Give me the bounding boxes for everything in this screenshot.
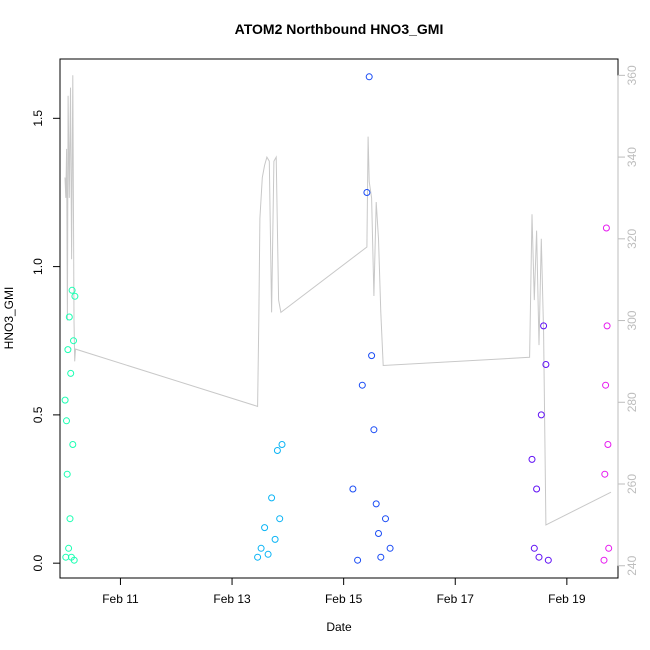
y2-tick-label: 300 bbox=[625, 310, 639, 330]
data-point-s2 bbox=[365, 73, 373, 81]
data-point-s0 bbox=[70, 556, 78, 564]
data-point-s0 bbox=[66, 515, 74, 523]
data-point-s0 bbox=[69, 441, 77, 448]
data-point-s3 bbox=[530, 544, 538, 552]
data-point-s3 bbox=[542, 361, 550, 368]
secondary-line bbox=[64, 75, 612, 526]
data-point-s1 bbox=[268, 494, 276, 502]
data-point-s4 bbox=[605, 544, 613, 552]
y2-tick-label: 340 bbox=[625, 147, 639, 167]
data-point-s2 bbox=[386, 544, 394, 552]
y-tick-label: 0.0 bbox=[31, 555, 45, 572]
data-point-s4 bbox=[602, 381, 610, 389]
x-tick-label: Feb 11 bbox=[102, 592, 139, 606]
y-axis-left: 0.0 0.5 1.0 1.5 bbox=[31, 110, 61, 572]
data-point-s4 bbox=[600, 556, 608, 564]
y-tick-label: 0.5 bbox=[31, 406, 45, 423]
data-point-s1 bbox=[276, 515, 284, 523]
data-point-s0 bbox=[61, 396, 69, 404]
y-axis-right: 240 260 280 300 320 340 360 bbox=[617, 65, 639, 576]
data-point-s1 bbox=[257, 544, 265, 552]
points-layer bbox=[61, 73, 613, 564]
chart-title: ATOM2 Northbound HNO3_GMI bbox=[235, 21, 444, 37]
secondary-series-layer bbox=[64, 75, 612, 526]
data-point-s2 bbox=[354, 556, 362, 564]
data-point-s1 bbox=[264, 550, 272, 558]
plot-frame bbox=[59, 58, 619, 579]
data-point-s3 bbox=[535, 553, 543, 561]
data-point-s0 bbox=[65, 544, 73, 552]
x-tick-label: Feb 13 bbox=[213, 592, 251, 606]
data-point-s2 bbox=[375, 530, 382, 537]
data-point-s1 bbox=[278, 441, 286, 448]
data-point-s3 bbox=[537, 411, 545, 419]
data-point-s4 bbox=[602, 224, 610, 232]
data-point-s2 bbox=[372, 500, 380, 508]
data-point-s4 bbox=[603, 322, 611, 330]
data-point-s0 bbox=[70, 337, 77, 345]
data-point-s2 bbox=[370, 426, 378, 434]
data-point-s2 bbox=[363, 189, 371, 196]
data-point-s0 bbox=[63, 417, 70, 425]
data-point-s2 bbox=[382, 515, 389, 523]
data-point-s0 bbox=[63, 470, 71, 478]
data-point-s1 bbox=[261, 524, 269, 532]
y2-tick-label: 260 bbox=[625, 474, 639, 494]
data-point-s0 bbox=[64, 346, 72, 354]
x-tick-label: Feb 19 bbox=[548, 592, 586, 606]
data-point-s2 bbox=[349, 485, 357, 493]
y2-tick-label: 360 bbox=[625, 65, 639, 85]
data-point-s4 bbox=[604, 441, 612, 448]
data-point-s2 bbox=[368, 352, 376, 360]
data-point-s2 bbox=[358, 381, 366, 389]
data-point-s1 bbox=[271, 535, 279, 543]
data-point-s4 bbox=[601, 470, 609, 478]
data-point-s3 bbox=[533, 485, 541, 493]
data-point-s0 bbox=[71, 292, 79, 300]
data-point-s1 bbox=[254, 553, 262, 561]
x-tick-label: Feb 17 bbox=[437, 592, 475, 606]
data-point-s3 bbox=[528, 455, 536, 463]
data-point-s3 bbox=[544, 556, 552, 564]
x-axis-label: Date bbox=[326, 620, 352, 634]
x-tick-label: Feb 15 bbox=[325, 592, 363, 606]
y-axis-label: HNO3_GMI bbox=[2, 287, 16, 350]
data-point-s0 bbox=[67, 369, 75, 377]
data-point-s0 bbox=[68, 286, 76, 294]
data-point-s2 bbox=[377, 553, 385, 561]
y-tick-label: 1.0 bbox=[31, 258, 45, 275]
y-tick-label: 1.5 bbox=[31, 110, 45, 127]
y2-tick-label: 240 bbox=[625, 555, 639, 575]
data-point-s0 bbox=[65, 313, 73, 321]
data-point-s3 bbox=[540, 322, 548, 330]
y2-tick-label: 320 bbox=[625, 228, 639, 248]
y2-tick-label: 280 bbox=[625, 392, 639, 412]
x-axis: Feb 11 Feb 13 Feb 15 Feb 17 Feb 19 bbox=[102, 577, 586, 606]
data-point-s1 bbox=[273, 447, 281, 454]
